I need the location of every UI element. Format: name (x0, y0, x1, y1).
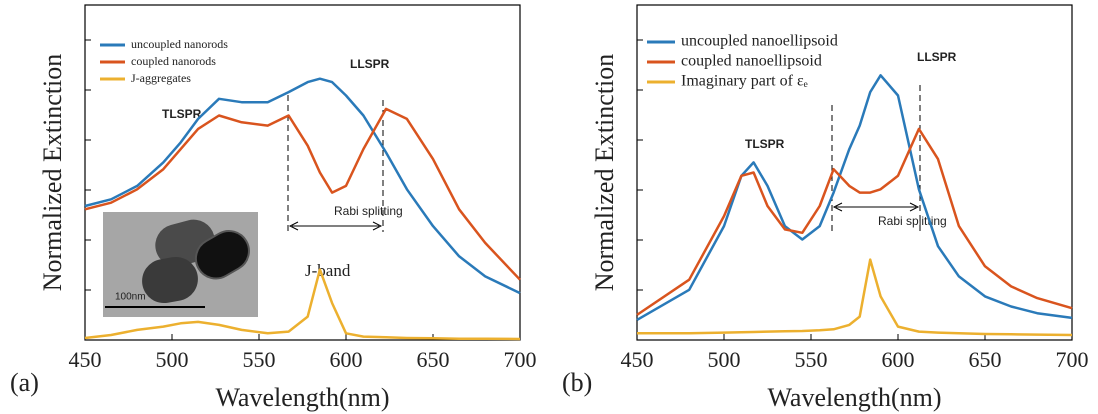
x-tick-label: 700 (504, 347, 537, 372)
annotation: Rabi splitting (334, 204, 403, 218)
plot-frame (84, 4, 521, 341)
annotation: TLSPR (745, 137, 785, 151)
panel-label: (a) (10, 368, 39, 397)
x-tick-label: 650 (417, 347, 450, 372)
series-line (84, 107, 521, 281)
legend-label: uncoupled nanorods (131, 37, 228, 51)
legend-label: uncoupled nanoellipsoid (681, 33, 838, 50)
inset-image (103, 212, 258, 317)
x-tick-label: 700 (1056, 347, 1089, 372)
x-tick-label: 550 (795, 347, 828, 372)
annotation: J-band (305, 261, 351, 280)
series-line (636, 127, 1073, 316)
annotation: TLSPR (162, 107, 202, 121)
rabi-markers-a (287, 95, 384, 232)
y-axis-label: Normalized Extinction (38, 54, 67, 292)
y-axis-label: Normalized Extinction (590, 54, 619, 292)
x-tick-label: 450 (621, 347, 654, 372)
series-line (84, 77, 521, 295)
legend-label: coupled nanorods (131, 54, 216, 68)
legend-label: J-aggregates (131, 71, 191, 85)
x-tick-label: 550 (243, 347, 276, 372)
legend-label: coupled nanoellipsoid (681, 53, 822, 70)
annotation: LLSPR (350, 57, 390, 71)
x-tick-label: 500 (708, 347, 741, 372)
series-line (637, 258, 1073, 337)
x-axis-label: Wavelength(nm) (215, 383, 389, 412)
x-axis-label: Wavelength(nm) (767, 383, 941, 412)
series-line (84, 268, 521, 341)
annotation: Rabi splitting (878, 214, 947, 228)
x-tick-label: 450 (69, 347, 102, 372)
annotation: LLSPR (917, 50, 957, 64)
plot-frame (636, 4, 1073, 341)
x-tick-label: 650 (969, 347, 1002, 372)
x-tick-label: 600 (330, 347, 363, 372)
legend-label: Imaginary part of εₑ (681, 73, 808, 90)
x-tick-label: 600 (882, 347, 915, 372)
annotation: 100nm (115, 292, 146, 303)
series-line (636, 74, 1073, 321)
panel-label: (b) (562, 368, 592, 397)
x-tick-label: 500 (156, 347, 189, 372)
